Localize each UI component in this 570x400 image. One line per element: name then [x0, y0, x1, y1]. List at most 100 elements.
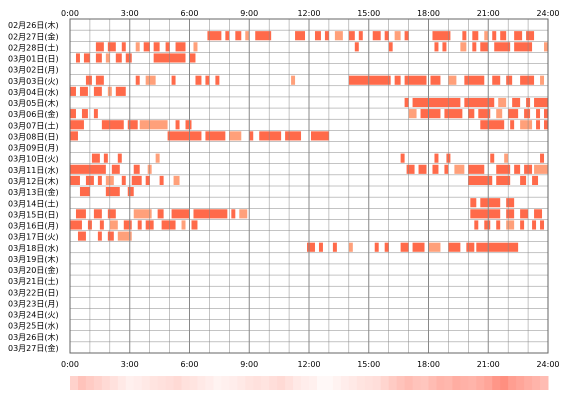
activity-bar	[496, 175, 511, 185]
activity-bar	[480, 198, 501, 208]
activity-bar	[167, 131, 202, 141]
activity-bar	[334, 31, 343, 41]
density-cell	[237, 376, 246, 390]
density-cell	[452, 376, 461, 390]
activity-bar	[494, 42, 511, 52]
activity-bar	[454, 164, 465, 174]
day-label: 03月22日(日)	[8, 288, 59, 297]
activity-bar	[173, 175, 180, 185]
activity-bar	[318, 242, 323, 252]
activity-bar	[207, 31, 222, 41]
activity-bar	[310, 131, 329, 141]
x-tick-label-bottom: 24:00	[536, 360, 559, 369]
density-cell	[508, 376, 517, 390]
activity-bar	[159, 175, 164, 185]
activity-bar	[171, 75, 176, 85]
activity-bar	[107, 42, 116, 52]
activity-bar	[474, 220, 479, 230]
activity-bar	[145, 175, 150, 185]
activity-bar	[83, 53, 90, 63]
activity-bar	[504, 153, 509, 163]
x-axis-top-ticks: 0:00 3:00 6:00 9:00 12:00 15:00 18:00 21:00 24:0…	[61, 9, 560, 18]
x-tick-label-bottom: 0:00	[61, 360, 79, 369]
activity-bar	[101, 120, 124, 130]
activity-bar	[430, 75, 441, 85]
density-strip	[70, 376, 549, 390]
activity-bar	[470, 209, 501, 219]
x-tick-label-top: 24:00	[536, 9, 559, 18]
density-cell	[301, 376, 310, 390]
activity-bar	[404, 75, 427, 85]
density-cell	[277, 376, 286, 390]
day-label: 03月04日(水)	[8, 87, 59, 97]
activity-bar	[400, 153, 405, 163]
x-tick-label-top: 9:00	[240, 9, 258, 18]
activity-bar	[115, 53, 122, 63]
activity-bar	[70, 131, 78, 141]
density-cell	[93, 376, 103, 390]
activity-bar	[239, 209, 248, 219]
activity-bar	[125, 53, 132, 63]
activity-bar	[420, 109, 441, 119]
activity-bar	[484, 31, 489, 41]
activity-bar	[133, 209, 152, 219]
activity-bar	[189, 53, 196, 63]
x-tick-label-top: 21:00	[477, 9, 500, 18]
activity-bar	[444, 164, 449, 174]
activity-bar	[215, 75, 220, 85]
activity-bar	[99, 220, 104, 230]
activity-bar	[81, 109, 88, 119]
activity-bar	[348, 31, 355, 41]
activity-bar	[468, 175, 493, 185]
activity-bar	[520, 220, 525, 230]
density-cell	[540, 376, 549, 390]
activity-bar	[111, 164, 120, 174]
activity-bar	[520, 120, 533, 130]
activity-bar	[412, 97, 461, 108]
density-cell	[285, 376, 294, 390]
activity-bar	[532, 175, 539, 185]
activity-bar	[536, 109, 541, 119]
activity-bar	[498, 97, 507, 108]
density-cell	[500, 376, 509, 390]
activity-bar	[155, 153, 160, 163]
activity-bar	[195, 75, 202, 85]
activity-bar	[135, 42, 140, 52]
density-cell	[117, 376, 127, 390]
activity-bar	[137, 220, 142, 230]
day-label: 03月07日(土)	[8, 120, 59, 130]
activity-bar	[432, 164, 439, 174]
activity-bar	[384, 31, 389, 41]
density-cell	[213, 376, 222, 390]
activity-bar	[185, 120, 192, 130]
activity-bar	[205, 75, 210, 85]
density-cell	[380, 376, 390, 390]
density-cell	[428, 376, 437, 390]
activity-bar	[514, 42, 533, 52]
x-tick-label-top: 12:00	[297, 9, 320, 18]
activity-bar	[544, 42, 548, 52]
activity-bar	[428, 242, 441, 252]
x-tick-label-bottom: 6:00	[181, 360, 199, 369]
activity-bar	[245, 31, 250, 41]
activity-bar	[496, 164, 511, 174]
x-tick-label-top: 3:00	[121, 9, 139, 18]
density-cell	[436, 376, 445, 390]
activity-bar	[85, 75, 92, 85]
day-label: 03月09日(月)	[8, 144, 59, 153]
activity-bar	[464, 97, 495, 108]
activity-bar	[70, 220, 82, 230]
activity-bar	[468, 109, 475, 119]
activity-bar	[70, 164, 106, 174]
activity-bar	[412, 242, 425, 252]
density-cell	[85, 376, 95, 390]
density-cell	[205, 376, 214, 390]
density-cell	[101, 376, 111, 390]
density-cell	[484, 376, 493, 390]
activity-bar	[107, 231, 114, 241]
activity-bar	[285, 131, 302, 141]
activity-bar	[394, 31, 401, 41]
activity-bar	[514, 164, 521, 174]
day-label: 03月26日(木)	[8, 332, 59, 342]
day-label: 03月12日(木)	[8, 176, 59, 186]
